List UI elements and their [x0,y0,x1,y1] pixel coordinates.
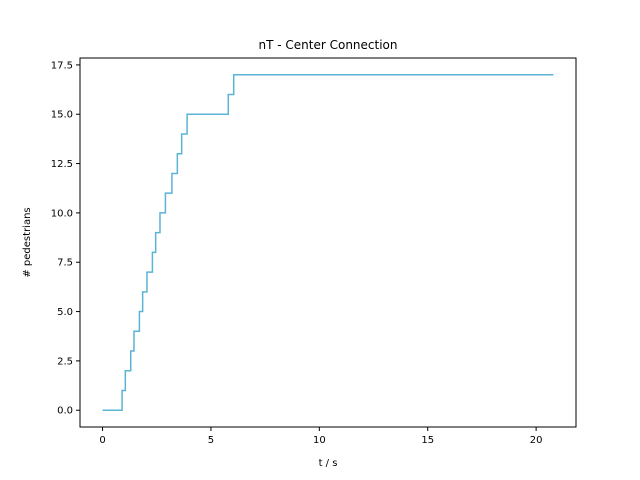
y-axis-label: # pedestrians [22,207,33,277]
chart-title: nT - Center Connection [259,38,398,52]
x-tick-label: 0 [99,435,105,446]
series-line [102,74,554,411]
y-tick-label: 7.5 [57,258,73,269]
x-tick-label: 10 [313,435,326,446]
plot-frame [79,57,577,428]
x-tick-label: 5 [208,435,214,446]
x-axis-label: t / s [319,458,338,469]
y-tick-label: 12.5 [51,159,73,170]
y-tick-label: 0.0 [57,406,73,417]
x-tick-label: 20 [530,435,543,446]
series-layer [102,74,554,411]
y-tick-label: 2.5 [57,356,73,367]
y-axis: 0.0 2.5 5.0 7.5 10.0 12.5 15.0 17.5 [51,60,80,417]
y-tick-label: 17.5 [51,60,73,71]
x-tick-label: 15 [421,435,434,446]
y-tick-label: 15.0 [51,110,73,121]
x-axis: 0 5 10 15 20 [99,427,542,446]
y-tick-label: 10.0 [51,208,73,219]
y-tick-label: 5.0 [57,307,73,318]
